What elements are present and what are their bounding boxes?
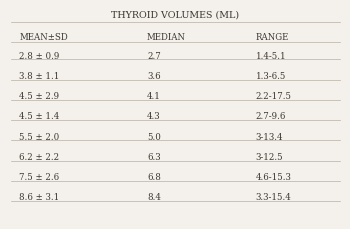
Text: THYROID VOLUMES (ML): THYROID VOLUMES (ML) xyxy=(111,10,239,19)
Text: MEAN±SD: MEAN±SD xyxy=(19,33,68,42)
Text: 4.5 ± 1.4: 4.5 ± 1.4 xyxy=(19,112,60,121)
Text: 3.3-15.4: 3.3-15.4 xyxy=(256,193,291,202)
Text: 6.8: 6.8 xyxy=(147,172,161,181)
Text: 5.5 ± 2.0: 5.5 ± 2.0 xyxy=(19,132,60,141)
Text: 8.4: 8.4 xyxy=(147,193,161,202)
Text: 4.1: 4.1 xyxy=(147,92,161,101)
Text: 2.8 ± 0.9: 2.8 ± 0.9 xyxy=(19,52,60,60)
Text: 2.2-17.5: 2.2-17.5 xyxy=(256,92,292,101)
Text: 3.8 ± 1.1: 3.8 ± 1.1 xyxy=(19,72,60,81)
Text: 2.7-9.6: 2.7-9.6 xyxy=(256,112,286,121)
Text: 8.6 ± 3.1: 8.6 ± 3.1 xyxy=(19,193,60,202)
Text: 6.3: 6.3 xyxy=(147,152,161,161)
Text: 5.0: 5.0 xyxy=(147,132,161,141)
Text: 4.6-15.3: 4.6-15.3 xyxy=(256,172,291,181)
Text: 2.7: 2.7 xyxy=(147,52,161,60)
Text: 4.3: 4.3 xyxy=(147,112,161,121)
Text: RANGE: RANGE xyxy=(256,33,289,42)
Text: 3-13.4: 3-13.4 xyxy=(256,132,283,141)
Text: 3.6: 3.6 xyxy=(147,72,161,81)
Text: 3-12.5: 3-12.5 xyxy=(256,152,283,161)
Text: 4.5 ± 2.9: 4.5 ± 2.9 xyxy=(19,92,60,101)
Text: 7.5 ± 2.6: 7.5 ± 2.6 xyxy=(19,172,60,181)
Text: 6.2 ± 2.2: 6.2 ± 2.2 xyxy=(19,152,60,161)
Text: 1.4-5.1: 1.4-5.1 xyxy=(256,52,286,60)
Text: MEDIAN: MEDIAN xyxy=(147,33,186,42)
Text: 1.3-6.5: 1.3-6.5 xyxy=(256,72,286,81)
